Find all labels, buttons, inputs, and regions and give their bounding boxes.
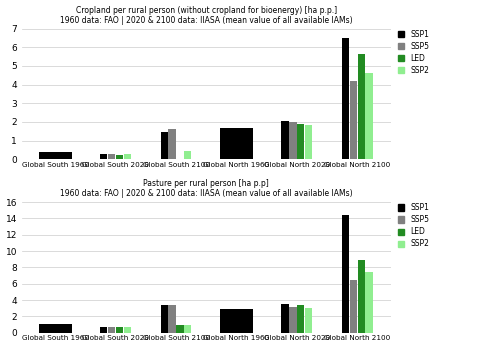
Bar [100, 154, 108, 159]
Bar [100, 327, 108, 333]
Bar [297, 124, 304, 159]
Bar [358, 260, 365, 333]
Bar [168, 305, 175, 333]
Bar [290, 307, 296, 333]
Bar [168, 129, 175, 159]
Legend: SSP1, SSP5, LED, SSP2: SSP1, SSP5, LED, SSP2 [398, 203, 430, 248]
Bar [305, 308, 312, 333]
Legend: SSP1, SSP5, LED, SSP2: SSP1, SSP5, LED, SSP2 [398, 30, 430, 75]
Title: Pasture per rural person [ha p.p]
1960 data: FAO | 2020 & 2100 data: IIASA (mean: Pasture per rural person [ha p.p] 1960 d… [60, 179, 352, 198]
Bar [160, 305, 168, 333]
Bar [358, 54, 365, 159]
Bar [124, 154, 131, 159]
Bar [176, 325, 184, 333]
Bar [290, 122, 296, 159]
Bar [366, 272, 372, 333]
Bar [282, 121, 288, 159]
Bar [342, 38, 349, 159]
Bar [184, 151, 192, 159]
Bar [366, 73, 372, 159]
Bar [220, 310, 253, 333]
Bar [108, 154, 116, 159]
Bar [282, 304, 288, 333]
Bar [116, 154, 123, 159]
Bar [342, 215, 349, 333]
Bar [350, 280, 357, 333]
Bar [38, 152, 72, 159]
Bar [124, 327, 131, 333]
Bar [350, 81, 357, 159]
Bar [305, 125, 312, 159]
Bar [160, 132, 168, 159]
Bar [220, 128, 253, 159]
Bar [297, 305, 304, 333]
Bar [38, 324, 72, 333]
Bar [184, 325, 192, 333]
Title: Cropland per rural person (without cropland for bioenergy) [ha p.p.]
1960 data: : Cropland per rural person (without cropl… [60, 6, 352, 25]
Bar [116, 327, 123, 333]
Bar [108, 327, 116, 333]
